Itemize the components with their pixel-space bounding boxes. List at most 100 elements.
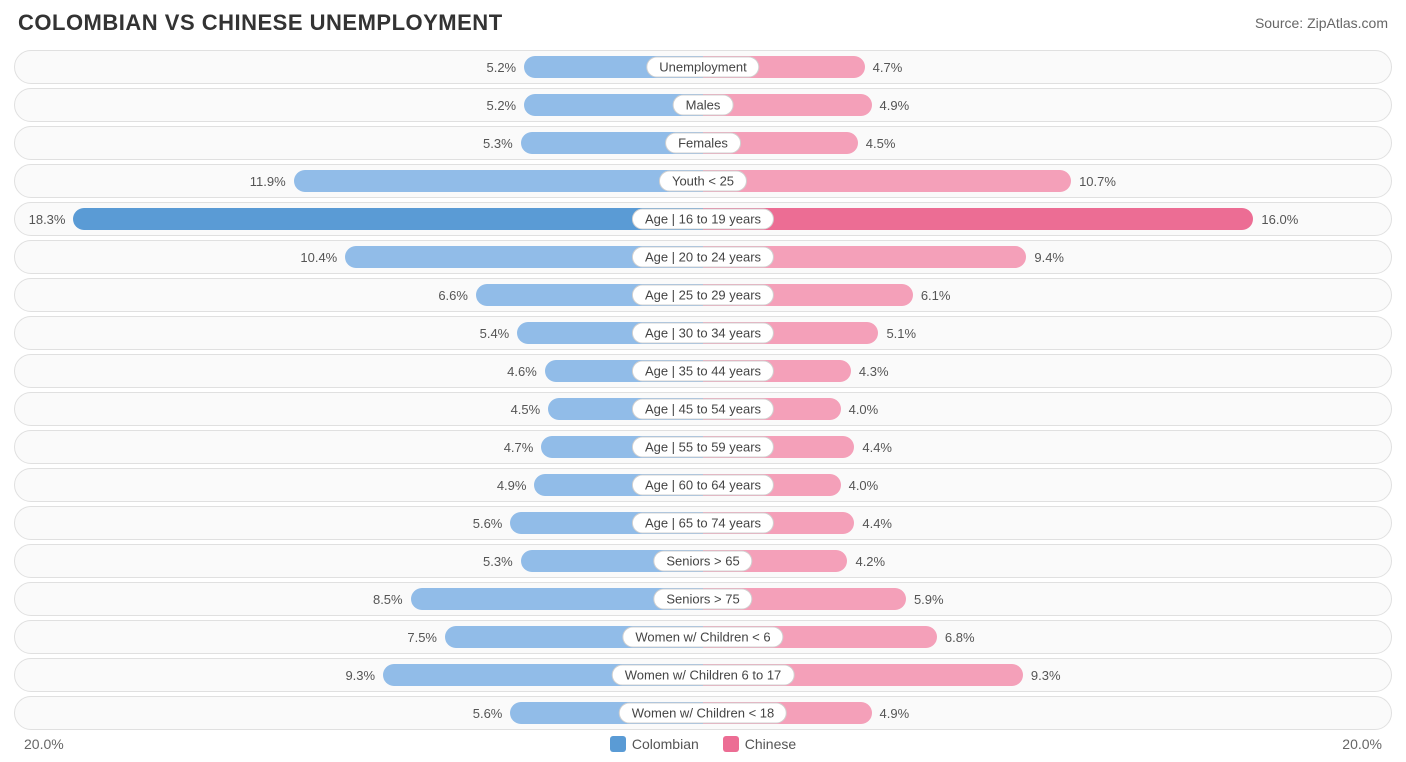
- right-value: 4.4%: [854, 440, 900, 455]
- row-left-half: 4.6%: [15, 355, 703, 387]
- row-right-half: 9.4%: [703, 241, 1391, 273]
- row-right-half: 6.8%: [703, 621, 1391, 653]
- axis-max-right: 20.0%: [1342, 736, 1382, 752]
- row-left-half: 5.6%: [15, 697, 703, 729]
- row-category-label: Age | 60 to 64 years: [632, 475, 774, 496]
- right-value: 5.1%: [878, 326, 924, 341]
- chart-row: 4.5%4.0%Age | 45 to 54 years: [14, 392, 1392, 426]
- row-category-label: Age | 35 to 44 years: [632, 361, 774, 382]
- left-value: 18.3%: [21, 212, 74, 227]
- right-value: 4.4%: [854, 516, 900, 531]
- right-value: 4.7%: [865, 60, 911, 75]
- row-left-half: 8.5%: [15, 583, 703, 615]
- left-value: 6.6%: [430, 288, 476, 303]
- right-value: 6.1%: [913, 288, 959, 303]
- row-right-half: 10.7%: [703, 165, 1391, 197]
- row-category-label: Women w/ Children < 18: [619, 703, 787, 724]
- chart-row: 5.2% 4.7% Unemployment: [14, 50, 1392, 84]
- row-right-half: 6.1%: [703, 279, 1391, 311]
- row-category-label: Age | 16 to 19 years: [632, 209, 774, 230]
- left-value: 4.7%: [496, 440, 542, 455]
- chart-row: 4.6% 4.3% Age | 35 to 44 years: [14, 354, 1392, 388]
- row-category-label: Women w/ Children 6 to 17: [612, 665, 795, 686]
- right-value: 9.4%: [1026, 250, 1072, 265]
- chart-row: 8.5%5.9%Seniors > 75: [14, 582, 1392, 616]
- row-left-half: 5.3%: [15, 545, 703, 577]
- row-right-half: 4.0%: [703, 469, 1391, 501]
- row-left-half: 7.5%: [15, 621, 703, 653]
- right-value: 4.9%: [872, 706, 918, 721]
- row-left-half: 6.6%: [15, 279, 703, 311]
- row-right-half: 5.9%: [703, 583, 1391, 615]
- row-category-label: Age | 55 to 59 years: [632, 437, 774, 458]
- right-value: 4.0%: [841, 478, 887, 493]
- row-left-half: 11.9%: [15, 165, 703, 197]
- right-value: 4.2%: [847, 554, 893, 569]
- row-right-half: 4.3%: [703, 355, 1391, 387]
- chart-title: COLOMBIAN VS CHINESE UNEMPLOYMENT: [18, 10, 503, 36]
- left-value: 5.4%: [472, 326, 518, 341]
- row-left-half: 5.6%: [15, 507, 703, 539]
- row-category-label: Youth < 25: [659, 171, 747, 192]
- axis-max-left: 20.0%: [24, 736, 64, 752]
- row-left-half: 5.2%: [15, 89, 703, 121]
- chart-footer: 20.0% Colombian Chinese 20.0%: [14, 736, 1392, 752]
- left-value: 5.6%: [465, 706, 511, 721]
- row-category-label: Seniors > 65: [653, 551, 752, 572]
- right-value: 4.0%: [841, 402, 887, 417]
- left-value: 4.6%: [499, 364, 545, 379]
- row-left-half: 5.3%: [15, 127, 703, 159]
- chart-row: 9.3% 9.3% Women w/ Children 6 to 17: [14, 658, 1392, 692]
- legend-label-right: Chinese: [745, 736, 796, 752]
- left-value: 7.5%: [399, 630, 445, 645]
- left-value: 10.4%: [292, 250, 345, 265]
- row-right-half: 4.4%: [703, 431, 1391, 463]
- legend-item-right: Chinese: [723, 736, 796, 752]
- row-right-half: 16.0%: [703, 203, 1391, 235]
- left-value: 4.5%: [503, 402, 549, 417]
- header: COLOMBIAN VS CHINESE UNEMPLOYMENT Source…: [14, 10, 1392, 36]
- left-value: 5.3%: [475, 554, 521, 569]
- right-value: 4.9%: [872, 98, 918, 113]
- row-right-half: 4.7%: [703, 51, 1391, 83]
- row-left-half: 4.5%: [15, 393, 703, 425]
- chart-row: 11.9% 10.7% Youth < 25: [14, 164, 1392, 198]
- right-value: 5.9%: [906, 592, 952, 607]
- row-left-half: 4.7%: [15, 431, 703, 463]
- left-value: 4.9%: [489, 478, 535, 493]
- chart-row: 10.4%9.4%Age | 20 to 24 years: [14, 240, 1392, 274]
- right-bar: [703, 170, 1071, 192]
- legend-swatch-left: [610, 736, 626, 752]
- row-category-label: Females: [665, 133, 741, 154]
- left-bar: [294, 170, 703, 192]
- right-value: 4.3%: [851, 364, 897, 379]
- right-value: 6.8%: [937, 630, 983, 645]
- legend-swatch-right: [723, 736, 739, 752]
- left-value: 8.5%: [365, 592, 411, 607]
- left-value: 5.3%: [475, 136, 521, 151]
- right-value: 10.7%: [1071, 174, 1124, 189]
- row-category-label: Males: [673, 95, 734, 116]
- source-attribution: Source: ZipAtlas.com: [1255, 15, 1388, 31]
- right-value: 9.3%: [1023, 668, 1069, 683]
- row-right-half: 4.2%: [703, 545, 1391, 577]
- row-category-label: Unemployment: [646, 57, 759, 78]
- left-value: 5.2%: [478, 60, 524, 75]
- diverging-bar-chart: 5.2% 4.7% Unemployment 5.2% 4.9% Males 5.3% 4.5…: [14, 50, 1392, 730]
- chart-row: 5.6% 4.9% Women w/ Children < 18: [14, 696, 1392, 730]
- chart-row: 4.9% 4.0% Age | 60 to 64 years: [14, 468, 1392, 502]
- chart-row: 4.7% 4.4% Age | 55 to 59 years: [14, 430, 1392, 464]
- row-right-half: 4.4%: [703, 507, 1391, 539]
- chart-row: 7.5%6.8%Women w/ Children < 6: [14, 620, 1392, 654]
- chart-row: 6.6%6.1%Age | 25 to 29 years: [14, 278, 1392, 312]
- row-right-half: 4.5%: [703, 127, 1391, 159]
- legend: Colombian Chinese: [610, 736, 796, 752]
- legend-item-left: Colombian: [610, 736, 699, 752]
- left-value: 11.9%: [242, 174, 294, 189]
- row-category-label: Age | 30 to 34 years: [632, 323, 774, 344]
- left-value: 5.2%: [478, 98, 524, 113]
- left-value: 9.3%: [337, 668, 383, 683]
- row-left-half: 5.4%: [15, 317, 703, 349]
- right-value: 16.0%: [1253, 212, 1306, 227]
- row-right-half: 4.0%: [703, 393, 1391, 425]
